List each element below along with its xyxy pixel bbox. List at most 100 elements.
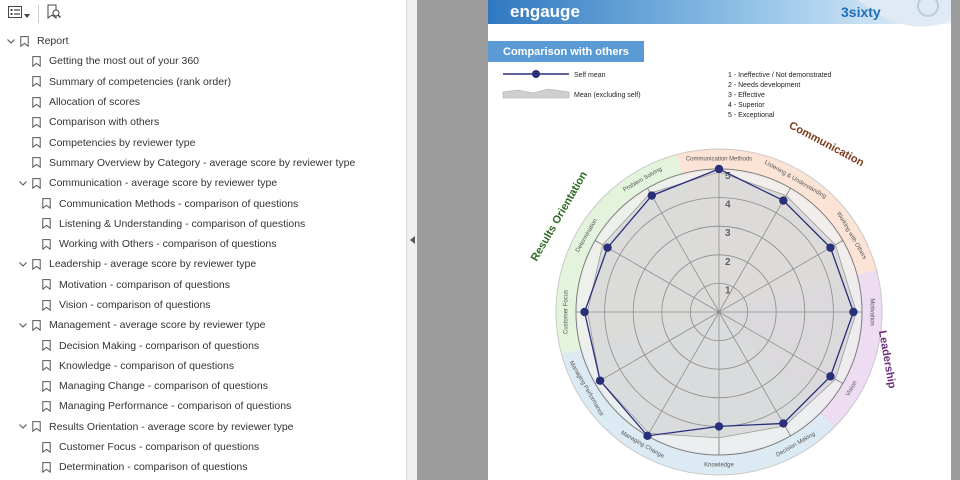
- bookmark-label: Competencies by reviewer type: [49, 136, 196, 149]
- bookmark-icon: [32, 259, 41, 270]
- self-mean-point: [643, 431, 652, 441]
- bookmark-item[interactable]: Decision Making - comparison of question…: [0, 335, 406, 355]
- bookmark-icon: [32, 421, 41, 433]
- bookmark-label: Leadership - average score by reviewer t…: [49, 258, 257, 271]
- chevron-down-icon[interactable]: [17, 180, 29, 186]
- bookmark-item[interactable]: Communication - average score by reviewe…: [0, 173, 406, 193]
- bookmark-item[interactable]: Customer Focus - comparison of questions: [0, 437, 406, 457]
- category-label: Knowledge: [704, 463, 734, 469]
- bookmark-item[interactable]: Managing Performance - comparison of que…: [0, 396, 406, 416]
- bookmark-item[interactable]: Results Orientation - average score by r…: [0, 417, 406, 437]
- self-mean-point: [826, 372, 835, 381]
- category-band: [676, 149, 877, 276]
- self-mean-point: [826, 243, 835, 252]
- bookmark-icon: [42, 198, 51, 210]
- bookmark-icon: [32, 157, 41, 169]
- category-band: [818, 269, 882, 428]
- bookmark-icon: [32, 76, 41, 88]
- bookmark-search-icon: [47, 4, 61, 25]
- bookmark-item[interactable]: Leadership - average score by reviewer t…: [0, 254, 406, 274]
- bookmark-item[interactable]: Competencies by reviewer type: [0, 132, 406, 152]
- bookmark-icon: [42, 461, 51, 473]
- bookmark-item[interactable]: Determination - comparison of questions: [0, 457, 406, 477]
- bookmark-icon: [42, 441, 51, 453]
- self-mean-point: [849, 307, 858, 317]
- bookmark-item[interactable]: Summary of competencies (rank order): [0, 72, 406, 92]
- others-mean-area: [587, 171, 857, 439]
- bookmark-label: Decision Making - comparison of question…: [59, 339, 260, 352]
- bookmark-icon: [42, 218, 51, 230]
- bookmark-item[interactable]: Comparison with others: [0, 112, 406, 132]
- bookmark-label: Motivation - comparison of questions: [59, 278, 230, 291]
- radial-tick-label: 2: [725, 257, 731, 268]
- bookmark-label: Managing Performance - comparison of que…: [59, 400, 292, 413]
- section-title: Comparison with others: [503, 46, 629, 58]
- bookmark-icon: [32, 137, 41, 149]
- outer-ring: [555, 148, 883, 476]
- scale-item-4: 4 - Superior: [728, 102, 765, 109]
- bookmark-tree: Report Getting the most out of your 360 Su…: [0, 31, 406, 478]
- bookmark-item[interactable]: Summary Overview by Category - average s…: [0, 153, 406, 173]
- radial-tick-label: 4: [725, 200, 731, 211]
- bookmark-item[interactable]: Management - average score by reviewer t…: [0, 315, 406, 335]
- logo-3sixty: 3sixty: [841, 4, 881, 20]
- bookmark-icon: [32, 96, 41, 108]
- logo-swirl-icon: [917, 0, 939, 17]
- list-options-icon: [8, 5, 22, 23]
- bookmark-label: Summary of competencies (rank order): [49, 75, 232, 88]
- category-label: Motivation: [868, 298, 874, 325]
- legend-others-swatch: [502, 88, 570, 99]
- legend-self-marker: [532, 70, 540, 78]
- bookmark-item[interactable]: Communication Methods - comparison of qu…: [0, 193, 406, 213]
- category-label: Communication Methods: [686, 157, 752, 163]
- find-bookmark-button[interactable]: [45, 2, 63, 27]
- radial-axis: [718, 311, 791, 437]
- document-viewer: engauge 3sixty Comparison with others Se…: [417, 0, 960, 480]
- bookmark-item[interactable]: Vision - comparison of questions: [0, 295, 406, 315]
- chevron-down-icon[interactable]: [17, 262, 29, 267]
- bookmark-label: Managing Change - comparison of question…: [59, 380, 268, 393]
- toolbar-divider: [38, 5, 39, 23]
- collapse-panel-icon[interactable]: [409, 231, 415, 249]
- bookmark-icon: [32, 116, 41, 128]
- bookmark-label: Summary Overview by Category - average s…: [49, 156, 356, 169]
- bookmark-item[interactable]: Knowledge - comparison of questions: [0, 356, 406, 376]
- document-page: engauge 3sixty Comparison with others Se…: [488, 0, 951, 480]
- self-mean-point: [647, 191, 656, 200]
- bookmark-item[interactable]: Allocation of scores: [0, 92, 406, 112]
- bookmark-icon: [42, 238, 51, 250]
- bookmark-item[interactable]: Working with Others - comparison of ques…: [0, 234, 406, 254]
- caret-down-icon: [24, 5, 30, 23]
- bookmark-icon: [42, 279, 51, 291]
- bookmark-label: Report: [37, 35, 69, 48]
- panel-splitter[interactable]: [407, 0, 417, 480]
- bookmark-label: Results Orientation - average score by r…: [49, 420, 294, 433]
- legend-self-label: Self mean: [574, 72, 606, 79]
- bookmarks-panel: Report Getting the most out of your 360 Su…: [0, 0, 407, 480]
- self-mean-point: [779, 196, 788, 205]
- bookmark-icon: [32, 319, 41, 331]
- bookmark-item[interactable]: Listening & Understanding - comparison o…: [0, 214, 406, 234]
- bookmark-icon: [42, 360, 51, 372]
- self-mean-point: [595, 376, 605, 385]
- bookmark-item[interactable]: Managing Change - comparison of question…: [0, 376, 406, 396]
- bookmark-item[interactable]: Report: [0, 31, 406, 51]
- radial-tick-label: 1: [725, 285, 731, 296]
- category-group-label: Communication: [787, 120, 866, 170]
- bookmark-label: Comparison with others: [49, 116, 160, 129]
- bookmark-label: Getting the most out of your 360: [49, 55, 200, 68]
- radial-tick-label: 5: [725, 171, 731, 182]
- bookmark-label: Allocation of scores: [49, 96, 141, 109]
- bookmark-item[interactable]: Getting the most out of your 360: [0, 51, 406, 71]
- bookmark-label: Management - average score by reviewer t…: [49, 319, 266, 332]
- options-menu-button[interactable]: [6, 3, 32, 25]
- category-group-label: Leadership: [876, 330, 898, 390]
- page-canvas: engauge 3sixty Comparison with others Se…: [488, 0, 951, 476]
- radial-axis: [718, 240, 844, 313]
- chevron-down-icon[interactable]: [17, 322, 29, 328]
- chevron-down-icon[interactable]: [17, 424, 29, 430]
- self-mean-point: [714, 422, 724, 431]
- chevron-down-icon[interactable]: [5, 38, 17, 44]
- bookmark-label: Determination - comparison of questions: [59, 461, 248, 474]
- bookmark-item[interactable]: Motivation - comparison of questions: [0, 275, 406, 295]
